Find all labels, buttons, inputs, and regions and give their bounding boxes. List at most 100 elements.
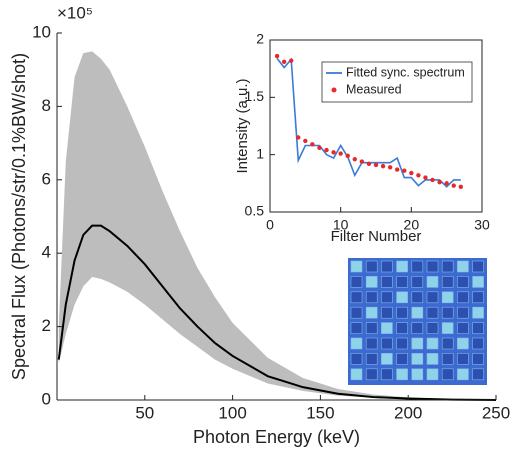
- filter-cell: [365, 353, 378, 365]
- legend-marker: [331, 87, 337, 93]
- data-point: [274, 53, 280, 59]
- data-point: [296, 135, 301, 140]
- filter-cell: [472, 368, 484, 381]
- filter-cell: [411, 306, 424, 319]
- filter-cell: [396, 322, 408, 334]
- filter-cell: [350, 260, 363, 273]
- x-tick-label: 200: [394, 403, 422, 422]
- filter-cell: [411, 291, 424, 304]
- data-point: [366, 161, 372, 167]
- filter-cell: [365, 291, 378, 304]
- filter-cell: [457, 291, 469, 304]
- filter-cell: [472, 322, 484, 334]
- filter-cell: [350, 337, 363, 350]
- filter-cell: [396, 353, 408, 365]
- filter-cell: [426, 353, 439, 365]
- filter-cell: [457, 337, 469, 350]
- data-point: [310, 142, 315, 147]
- filter-cell: [441, 337, 454, 350]
- filter-cell: [365, 337, 378, 350]
- filter-cell: [441, 322, 454, 334]
- filter-cell: [457, 353, 469, 365]
- x-tick-label: 50: [135, 403, 154, 422]
- filter-cell: [365, 322, 378, 334]
- y-tick-label: 0.5: [245, 203, 265, 219]
- y-multiplier: ×10⁵: [57, 3, 93, 22]
- y-axis-label: Spectral Flux (Photons/str/0.1%BW/shot): [9, 53, 29, 380]
- x-axis-label: Filter Number: [331, 228, 422, 245]
- data-point: [324, 147, 329, 153]
- y-tick-label: 1: [256, 145, 264, 161]
- x-tick-label: 100: [218, 403, 246, 422]
- legend-label: Fitted sync. spectrum: [346, 65, 465, 79]
- filter-cell: [396, 306, 408, 319]
- x-tick-label: 20: [404, 217, 420, 233]
- data-point: [458, 184, 463, 189]
- filter-cell: [381, 291, 393, 304]
- filter-cell: [426, 276, 439, 288]
- data-point: [331, 150, 336, 155]
- x-tick-label: 0: [266, 217, 274, 233]
- filter-cell: [381, 337, 393, 350]
- filter-cell: [426, 291, 439, 304]
- x-tick-label: 10: [333, 217, 349, 233]
- y-tick-label: 2: [256, 31, 264, 47]
- filter-cell: [457, 368, 469, 381]
- filter-cell: [350, 291, 363, 304]
- data-point: [451, 183, 456, 188]
- data-point: [345, 153, 350, 159]
- filter-cell: [396, 291, 408, 304]
- filter-cell: [411, 353, 424, 365]
- filter-cell: [381, 353, 393, 365]
- filter-cell: [381, 276, 393, 288]
- series-line: [57, 224, 497, 401]
- data-point: [380, 163, 386, 169]
- filter-cell: [441, 353, 454, 365]
- data-point: [402, 168, 407, 173]
- y-tick-label: 0: [42, 389, 51, 408]
- filter-cell: [457, 322, 469, 334]
- filter-photo: [348, 258, 487, 385]
- y-tick-label: 4: [42, 243, 51, 262]
- filter-cell: [441, 291, 454, 304]
- data-point: [416, 173, 421, 178]
- data-point: [359, 159, 365, 164]
- y-tick-label: 6: [42, 169, 51, 188]
- filter-cell: [472, 337, 484, 350]
- filter-cell: [350, 353, 363, 365]
- filter-cell: [350, 368, 363, 381]
- filter-cell: [411, 337, 424, 350]
- data-point: [423, 175, 428, 180]
- filter-cell: [365, 306, 378, 319]
- filter-cell: [426, 368, 439, 381]
- filter-cell: [472, 353, 484, 365]
- filter-cell: [426, 337, 439, 350]
- data-point: [387, 165, 393, 170]
- data-point: [281, 59, 287, 64]
- filter-cell: [426, 260, 439, 273]
- filter-cell: [426, 322, 439, 334]
- filter-cell: [365, 260, 378, 273]
- filter-cell: [396, 276, 408, 288]
- filter-cell: [411, 322, 424, 334]
- filter-cell: [441, 260, 454, 273]
- y-tick-label: 8: [42, 96, 51, 115]
- y-tick-label: 10: [32, 22, 51, 41]
- filter-cell: [396, 368, 408, 381]
- data-point: [317, 145, 322, 150]
- filter-cell: [411, 276, 424, 288]
- filter-cell: [472, 276, 484, 288]
- data-point: [352, 157, 357, 162]
- data-point: [395, 167, 400, 172]
- filter-cell: [350, 322, 363, 334]
- y-tick-label: 1.5: [245, 88, 265, 104]
- filter-cell: [472, 260, 484, 273]
- legend-box: [321, 61, 473, 103]
- filter-cell: [411, 260, 424, 273]
- y-tick-label: 2: [42, 316, 51, 335]
- filter-cell: [457, 306, 469, 319]
- data-point: [338, 151, 343, 156]
- filter-cell: [365, 368, 378, 381]
- filter-cell: [350, 306, 363, 319]
